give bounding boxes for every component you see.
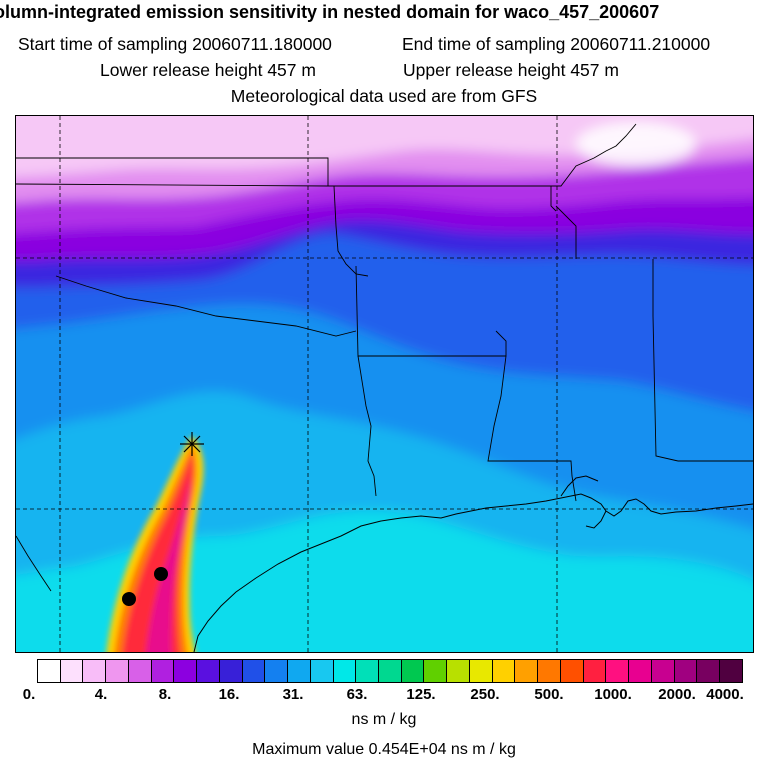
plume-inner [122, 454, 193, 652]
color-swatch [560, 660, 584, 682]
receptor-site [180, 432, 204, 456]
tick-label: 2000. [658, 686, 696, 703]
met-data-label: Meteorological data used are from GFS [230, 86, 538, 106]
sensitivity-field [16, 116, 753, 652]
plot-title: olumn-integrated emission sensitivity in… [0, 2, 660, 22]
color-swatch [288, 660, 311, 682]
upper-release-label: Upper release height 457 m [403, 60, 619, 80]
color-swatch [606, 660, 630, 682]
color-swatch [515, 660, 539, 682]
sample-point-marker [154, 567, 168, 581]
tick-label: 8. [158, 686, 172, 703]
color-swatch [583, 660, 607, 682]
emission-sensitivity-map [15, 115, 754, 653]
tick-label: 1000. [594, 686, 632, 703]
color-swatch [720, 660, 742, 682]
start-time-label: Start time of sampling 20060711.180000 [18, 34, 332, 54]
color-swatch [424, 660, 448, 682]
color-swatch [492, 660, 516, 682]
color-swatch [197, 660, 220, 682]
color-swatch [469, 660, 493, 682]
color-swatch [651, 660, 675, 682]
plume-core [145, 476, 190, 652]
color-swatch [265, 660, 289, 682]
tick-label: 63. [346, 686, 368, 703]
color-swatch [674, 660, 698, 682]
color-swatch [447, 660, 470, 682]
tick-label: 4000. [706, 686, 744, 703]
color-swatch [219, 660, 243, 682]
color-swatch [83, 660, 107, 682]
color-swatch [174, 660, 198, 682]
color-swatch [356, 660, 380, 682]
maximum-value-label: Maximum value 0.454E+04 ns m / kg [252, 741, 516, 758]
color-swatch [242, 660, 266, 682]
color-swatch [60, 660, 84, 682]
tick-label: 125. [406, 686, 436, 703]
tick-label: 4. [94, 686, 108, 703]
political-boundaries [16, 123, 753, 592]
end-time-label: End time of sampling 20060711.210000 [402, 34, 711, 54]
tick-label: 16. [218, 686, 240, 703]
map-canvas [16, 116, 753, 652]
color-swatch [38, 660, 61, 682]
tick-label: 500. [534, 686, 564, 703]
color-swatch [629, 660, 652, 682]
color-swatch [401, 660, 425, 682]
unit-label: ns m / kg [351, 711, 417, 728]
color-swatch [310, 660, 334, 682]
field-cyan-patch [466, 556, 753, 652]
tick-label: 250. [470, 686, 500, 703]
color-swatch [697, 660, 721, 682]
coastline [193, 475, 753, 652]
field-white-patch [576, 122, 696, 166]
tick-label: 0. [22, 686, 36, 703]
color-scale-bar [37, 659, 743, 683]
tick-label: 31. [282, 686, 304, 703]
color-swatch [379, 660, 402, 682]
color-swatch [128, 660, 152, 682]
color-swatch [333, 660, 357, 682]
color-swatch [151, 660, 175, 682]
sample-point-marker [122, 592, 136, 606]
lower-release-label: Lower release height 457 m [100, 60, 316, 80]
color-swatch [538, 660, 561, 682]
graticule [16, 116, 753, 652]
field-light-pink [16, 116, 753, 177]
color-swatch [106, 660, 129, 682]
